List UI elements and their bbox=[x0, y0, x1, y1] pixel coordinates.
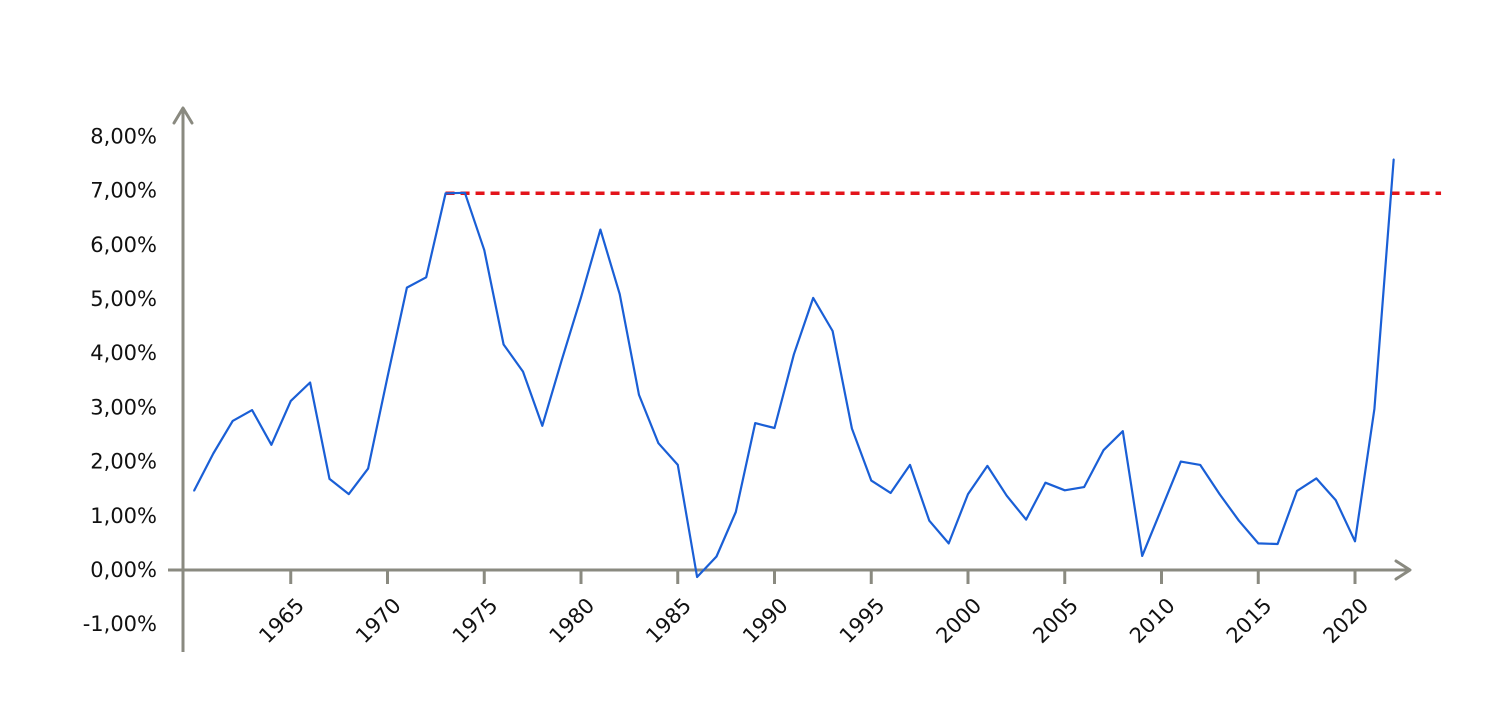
data-point bbox=[1218, 493, 1221, 495]
y-axis-arrow-icon bbox=[172, 106, 194, 125]
data-point bbox=[986, 465, 989, 467]
data-points bbox=[193, 158, 1395, 578]
data-point bbox=[1315, 477, 1318, 480]
data-point bbox=[541, 425, 544, 427]
data-point bbox=[309, 381, 311, 384]
y-tick-label: -1,00% bbox=[83, 612, 157, 636]
data-point bbox=[1257, 542, 1260, 545]
data-point bbox=[367, 467, 369, 470]
data-point bbox=[444, 192, 447, 195]
data-point bbox=[735, 511, 737, 513]
data-point bbox=[638, 394, 640, 396]
y-tick-label: 0,00% bbox=[90, 558, 157, 582]
data-point bbox=[425, 276, 428, 279]
y-tick-label: 3,00% bbox=[90, 395, 157, 419]
data-point bbox=[1296, 490, 1298, 492]
data-point bbox=[1141, 555, 1143, 557]
x-tick-label: 2020 bbox=[1319, 593, 1374, 648]
x-tick-marks bbox=[289, 570, 1357, 584]
data-point bbox=[1122, 430, 1124, 433]
data-point bbox=[773, 427, 776, 429]
data-point bbox=[599, 228, 602, 231]
data-point bbox=[1373, 408, 1376, 410]
data-point bbox=[464, 191, 466, 194]
data-point bbox=[348, 493, 350, 495]
data-point bbox=[1044, 481, 1047, 484]
data-point bbox=[909, 464, 911, 466]
data-point bbox=[812, 297, 814, 299]
y-tick-label: 5,00% bbox=[90, 287, 157, 311]
y-tick-label: 7,00% bbox=[90, 179, 157, 203]
data-point bbox=[1102, 449, 1105, 452]
data-point bbox=[231, 420, 234, 422]
series-line bbox=[193, 159, 1395, 579]
data-point bbox=[696, 576, 698, 578]
data-point bbox=[1199, 464, 1201, 466]
data-point bbox=[657, 442, 660, 444]
data-point bbox=[947, 542, 950, 545]
data-point bbox=[889, 492, 892, 494]
data-point bbox=[251, 409, 253, 411]
data-point bbox=[1354, 540, 1356, 543]
data-point bbox=[618, 293, 621, 295]
x-tick-label: 2010 bbox=[1125, 593, 1180, 648]
data-point bbox=[715, 555, 718, 558]
data-point bbox=[483, 249, 486, 252]
data-point bbox=[1025, 518, 1027, 521]
data-point bbox=[580, 296, 582, 299]
data-point bbox=[502, 343, 505, 346]
data-point bbox=[831, 330, 834, 332]
x-tick-label: 2000 bbox=[932, 593, 987, 648]
data-point bbox=[1238, 519, 1240, 522]
y-tick-label: 1,00% bbox=[90, 504, 157, 528]
data-point bbox=[928, 519, 931, 522]
data-point bbox=[851, 427, 853, 430]
data-point bbox=[1160, 507, 1163, 510]
y-tick-label: 8,00% bbox=[90, 124, 157, 148]
data-point bbox=[1334, 499, 1337, 501]
x-tick-label: 1970 bbox=[351, 593, 406, 648]
data-point bbox=[1083, 486, 1085, 488]
data-point bbox=[289, 400, 292, 402]
x-tick-label: 2015 bbox=[1222, 593, 1277, 648]
data-point bbox=[328, 478, 331, 480]
x-tick-labels: 1965 1970 1975 1980 1985 1990 1995 2000 2005 2010… bbox=[254, 593, 1373, 648]
axes bbox=[168, 106, 1412, 652]
data-point bbox=[212, 452, 215, 455]
x-tick-label: 2005 bbox=[1028, 593, 1083, 648]
x-tick-label: 1995 bbox=[835, 593, 890, 648]
x-tick-label: 1985 bbox=[641, 593, 696, 648]
data-point bbox=[193, 490, 195, 492]
data-point bbox=[1392, 158, 1395, 160]
x-tick-label: 1965 bbox=[254, 593, 309, 648]
data-point bbox=[793, 353, 795, 356]
x-tick-label: 1980 bbox=[545, 593, 600, 648]
data-point bbox=[1276, 543, 1279, 545]
data-point bbox=[754, 422, 756, 424]
y-tick-label: 6,00% bbox=[90, 233, 157, 257]
data-point bbox=[870, 479, 873, 482]
y-tick-labels: 8,00% 7,00% 6,00% 5,00% 4,00% 3,00% 2,00% 1,00%… bbox=[83, 124, 157, 636]
y-tick-label: 2,00% bbox=[90, 450, 157, 474]
data-point bbox=[406, 286, 408, 289]
data-point bbox=[676, 464, 679, 466]
data-point bbox=[967, 493, 969, 495]
data-point bbox=[386, 376, 389, 378]
data-point bbox=[1063, 489, 1066, 492]
y-tick-label: 4,00% bbox=[90, 341, 157, 365]
x-tick-label: 1975 bbox=[448, 593, 503, 648]
data-point bbox=[1180, 460, 1182, 463]
data-point bbox=[1005, 494, 1008, 497]
data-point bbox=[270, 443, 273, 446]
x-axis-arrow-icon bbox=[1394, 559, 1412, 581]
data-point bbox=[522, 370, 524, 373]
x-tick-label: 1990 bbox=[738, 593, 793, 648]
data-point bbox=[560, 359, 563, 362]
